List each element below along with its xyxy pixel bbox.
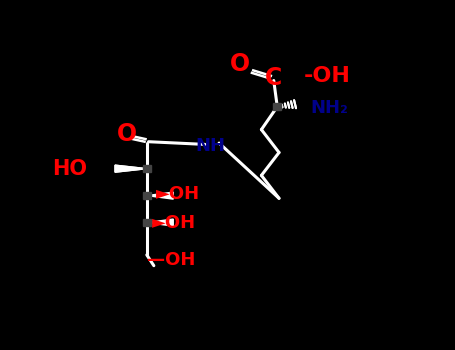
Text: HO: HO [52, 159, 87, 178]
Polygon shape [147, 219, 173, 226]
Bar [142, 193, 151, 199]
Text: O: O [117, 122, 137, 146]
Polygon shape [115, 165, 147, 172]
Text: ►OH: ►OH [156, 185, 200, 203]
Text: O: O [230, 51, 250, 76]
Bar [142, 219, 151, 226]
Text: —OH: —OH [147, 251, 195, 269]
Bar [142, 166, 151, 172]
Polygon shape [115, 165, 147, 172]
Text: NH₂: NH₂ [311, 99, 349, 117]
Polygon shape [147, 192, 173, 199]
Text: -OH: -OH [304, 66, 351, 86]
Text: C: C [265, 66, 283, 90]
Text: ►OH: ►OH [152, 214, 196, 232]
Text: NH: NH [195, 137, 225, 155]
Bar [273, 104, 282, 110]
